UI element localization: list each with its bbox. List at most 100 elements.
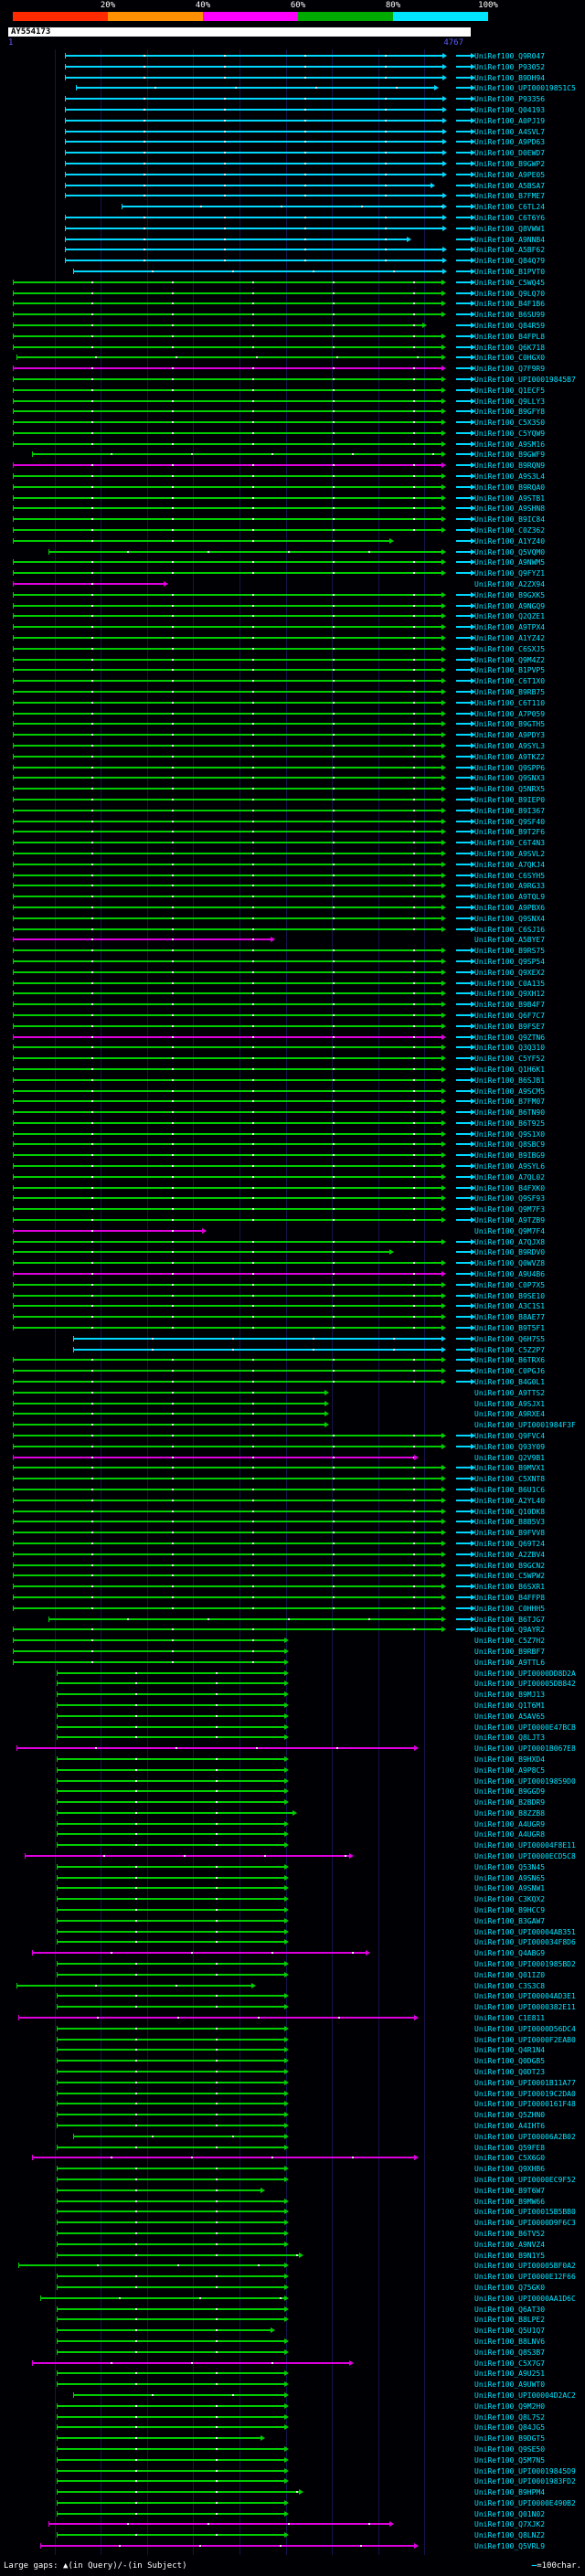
hit-bar[interactable]: [56, 1896, 289, 1903]
hit-label[interactable]: UniRef100_Q9LLY3: [474, 397, 546, 406]
hit-label[interactable]: UniRef100_Q1T6M1: [474, 1701, 546, 1710]
hit-bar[interactable]: [13, 1206, 446, 1213]
hit-label[interactable]: UniRef100_Q9XHB6: [474, 2165, 546, 2174]
hit-label[interactable]: UniRef100_B9T6W7: [474, 2186, 546, 2195]
hit-label[interactable]: UniRef100_A5BSA7: [474, 181, 546, 190]
hit-bar[interactable]: [13, 1638, 289, 1644]
hit-bar[interactable]: [13, 764, 446, 770]
hit-label[interactable]: UniRef100_UPI00019859D0: [474, 1776, 576, 1786]
hit-label[interactable]: UniRef100_B2BDR9: [474, 1798, 546, 1807]
hit-label[interactable]: UniRef100_Q8LJT3: [474, 1733, 546, 1743]
hit-bar[interactable]: [13, 1476, 446, 1482]
hit-label[interactable]: UniRef100_Q6F7C7: [474, 1011, 546, 1020]
hit-bar[interactable]: [13, 926, 446, 932]
hit-label[interactable]: UniRef100_UPI0001B067E8: [474, 1744, 576, 1754]
hit-label[interactable]: UniRef100_Q8SBC9: [474, 1140, 546, 1150]
hit-label[interactable]: UniRef100_B3GAW7: [474, 1916, 546, 1925]
hit-bar[interactable]: [13, 958, 446, 964]
hit-bar[interactable]: [13, 1594, 446, 1600]
hit-bar[interactable]: [13, 1227, 207, 1234]
hit-label[interactable]: UniRef100_C1E811: [474, 2014, 546, 2023]
hit-bar[interactable]: [56, 2489, 304, 2496]
hit-bar[interactable]: [13, 775, 446, 781]
hit-bar[interactable]: [17, 2263, 290, 2269]
hit-bar[interactable]: [56, 1917, 289, 1924]
hit-bar[interactable]: [56, 2079, 289, 2085]
hit-bar[interactable]: [13, 883, 446, 889]
hit-bar[interactable]: [13, 1519, 446, 1525]
hit-label[interactable]: UniRef100_B9DGT5: [474, 2434, 546, 2443]
hit-bar[interactable]: [16, 1982, 256, 1988]
hit-label[interactable]: UniRef100_B6SU99: [474, 311, 546, 320]
hit-label[interactable]: UniRef100_Q9SF40: [474, 817, 546, 826]
hit-label[interactable]: UniRef100_Q84JG5: [474, 2423, 546, 2433]
hit-bar[interactable]: [73, 1346, 447, 1352]
hit-bar[interactable]: [56, 2101, 289, 2107]
hit-bar[interactable]: [13, 559, 446, 566]
hit-label[interactable]: UniRef100_UPI0001984F3F: [474, 1421, 576, 1430]
hit-label[interactable]: UniRef100_A9SHN8: [474, 504, 546, 514]
hit-label[interactable]: UniRef100_A4UGR8: [474, 1830, 546, 1839]
hit-bar[interactable]: [13, 1260, 446, 1267]
hit-label[interactable]: UniRef100_Q4R1N4: [474, 2046, 546, 2055]
hit-label[interactable]: UniRef100_UPI00019C2DA0: [474, 2089, 576, 2098]
hit-label[interactable]: UniRef100_C0A135: [474, 979, 546, 988]
hit-label[interactable]: UniRef100_Q2V9B1: [474, 1453, 546, 1462]
hit-label[interactable]: UniRef100_A7QKJ4: [474, 860, 546, 869]
hit-label[interactable]: UniRef100_Q8LNZ2: [474, 2531, 546, 2540]
hit-label[interactable]: UniRef100_B9N1Y5: [474, 2251, 546, 2260]
hit-label[interactable]: UniRef100_C0PGJ6: [474, 1367, 546, 1376]
hit-bar[interactable]: [65, 128, 447, 134]
hit-label[interactable]: UniRef100_Q84R59: [474, 321, 546, 330]
hit-label[interactable]: UniRef100_Q0DGB5: [474, 2057, 546, 2066]
hit-label[interactable]: UniRef100_A4SVL7: [474, 127, 546, 136]
hit-bar[interactable]: [65, 63, 447, 69]
hit-label[interactable]: UniRef100_A9NGQ9: [474, 601, 546, 610]
hit-label[interactable]: UniRef100_Q9LQ70: [474, 289, 546, 298]
hit-label[interactable]: UniRef100_UPI00015B5BB0: [474, 2208, 576, 2217]
hit-bar[interactable]: [13, 732, 446, 738]
hit-bar[interactable]: [56, 2166, 289, 2172]
hit-label[interactable]: UniRef100_C5X7G7: [474, 2359, 546, 2368]
hit-label[interactable]: UniRef100_A9TTL6: [474, 1658, 546, 1667]
hit-label[interactable]: UniRef100_C6T4N3: [474, 839, 546, 848]
hit-bar[interactable]: [13, 1087, 446, 1094]
hit-label[interactable]: UniRef100_B9MJ13: [474, 1691, 546, 1700]
hit-label[interactable]: UniRef100_Q9M7F4: [474, 1226, 546, 1235]
hit-bar[interactable]: [13, 527, 446, 534]
hit-bar[interactable]: [13, 1486, 446, 1492]
hit-bar[interactable]: [56, 2069, 289, 2075]
hit-bar[interactable]: [32, 2359, 354, 2366]
hit-label[interactable]: UniRef100_C0HGX0: [474, 354, 546, 363]
hit-label[interactable]: UniRef100_C6T110: [474, 698, 546, 707]
hit-label[interactable]: UniRef100_Q5VRL9: [474, 2542, 546, 2551]
hit-bar[interactable]: [13, 991, 446, 997]
hit-bar[interactable]: [13, 1605, 446, 1611]
hit-bar[interactable]: [56, 1809, 297, 1816]
hit-bar[interactable]: [65, 96, 447, 102]
hit-label[interactable]: UniRef100_B4FFP8: [474, 1593, 546, 1602]
hit-label[interactable]: UniRef100_B6TN90: [474, 1108, 546, 1118]
hit-bar[interactable]: [13, 322, 428, 328]
hit-label[interactable]: UniRef100_B9GGD9: [474, 1787, 546, 1797]
hit-label[interactable]: UniRef100_A9SNW1: [474, 1884, 546, 1893]
hit-label[interactable]: UniRef100_B9I367: [474, 806, 546, 815]
hit-bar[interactable]: [13, 1163, 446, 1170]
hit-bar[interactable]: [56, 2036, 289, 2042]
hit-bar[interactable]: [13, 1217, 446, 1224]
hit-label[interactable]: UniRef100_Q9ZTN6: [474, 1033, 546, 1042]
hit-bar[interactable]: [56, 2467, 289, 2474]
hit-bar[interactable]: [13, 1195, 446, 1202]
hit-bar[interactable]: [13, 1314, 446, 1320]
hit-bar[interactable]: [65, 171, 447, 177]
hit-label[interactable]: UniRef100_A5BF62: [474, 246, 546, 255]
hit-bar[interactable]: [40, 2295, 290, 2301]
hit-label[interactable]: UniRef100_A4IHT6: [474, 2122, 546, 2130]
hit-label[interactable]: UniRef100_C6T1X0: [474, 677, 546, 686]
hit-bar[interactable]: [56, 2402, 289, 2409]
hit-label[interactable]: UniRef100_A9SJX1: [474, 1399, 546, 1408]
hit-bar[interactable]: [65, 182, 435, 188]
hit-bar[interactable]: [13, 602, 446, 609]
hit-label[interactable]: UniRef100_Q7XJK2: [474, 2520, 546, 2529]
hit-bar[interactable]: [13, 1292, 446, 1299]
